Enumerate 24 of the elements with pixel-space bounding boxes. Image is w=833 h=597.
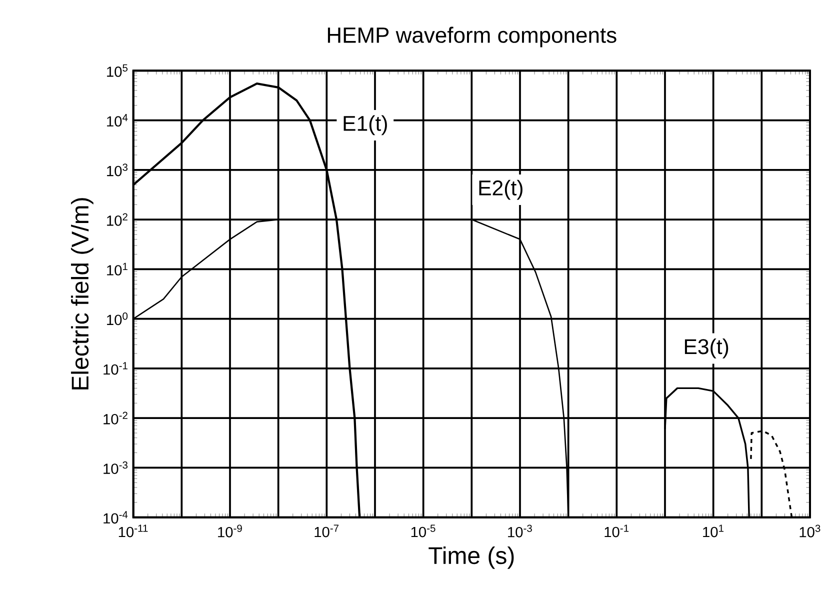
series-label: E1(t) [344,115,387,136]
y-tick-label: 10$^{3}$ [107,164,128,176]
y-tick-label: 10$^{4}$ [107,114,128,127]
series-label: E2(t) [479,180,522,200]
y-axis-title: Electric field (V/m) [70,198,94,390]
x-tick-label: 10$^{-7}$ [314,524,339,538]
y-tick-label: 10$^{2}$ [107,213,128,226]
y-tick-label: 10$^{0}$ [107,312,128,326]
y-tick-label: 10$^{-4}$ [104,511,128,524]
x-tick-label: 10$^{-11}$ [118,524,148,538]
x-tick-label: 10$^{-1}$ [604,524,629,538]
x-tick-label: 10$^{3}$ [800,524,820,538]
series-label: E3(t) [684,338,728,358]
x-tick-label: 10$^{-9}$ [218,524,242,538]
x-tick-label: 10$^{-5}$ [411,524,436,538]
chart-title: HEMP waveform components [328,26,616,48]
x-axis-title: Time (s) [428,546,514,569]
y-tick-label: 10$^{1}$ [107,262,128,276]
y-tick-label: 10$^{-1}$ [104,362,128,375]
y-tick-label: 10$^{-2}$ [104,412,128,424]
x-tick-label: 10$^{1}$ [703,524,724,538]
x-tick-label: 10$^{-3}$ [508,524,532,538]
y-tick-label: 10$^{5}$ [107,64,128,77]
y-tick-label: 10$^{-3}$ [104,461,128,474]
